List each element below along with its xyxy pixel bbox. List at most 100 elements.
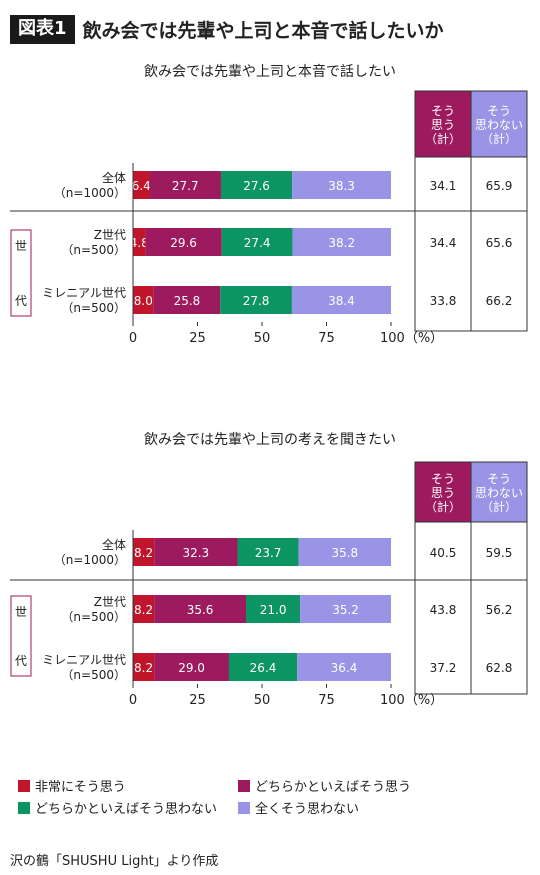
legend-item: どちらかといえばそう思う bbox=[238, 776, 411, 795]
bar-segment bbox=[221, 228, 293, 256]
generation-group-label: 世代 bbox=[15, 239, 27, 308]
bar-segment bbox=[291, 286, 391, 314]
table-cell: 40.5 bbox=[430, 546, 457, 560]
x-tick-label: 75 bbox=[318, 693, 335, 708]
table-cell: 65.9 bbox=[486, 179, 513, 193]
bar-segment bbox=[133, 595, 155, 623]
x-tick-label: 0 bbox=[129, 693, 137, 708]
bar-segment bbox=[154, 653, 229, 681]
legend-item: 非常にそう思う bbox=[18, 776, 126, 795]
bar-value-label: 27.7 bbox=[172, 179, 199, 193]
category-label: 全体（n=1000） bbox=[54, 537, 126, 567]
bar-value-label: 6.4 bbox=[132, 179, 151, 193]
bar-value-label: 27.4 bbox=[244, 236, 271, 250]
table-header-label: そう思う（計） bbox=[425, 472, 461, 514]
bar-segment bbox=[133, 286, 154, 314]
bar-segment bbox=[228, 653, 298, 681]
table-header-label: そう思わない（計） bbox=[475, 472, 523, 514]
x-tick-label: 50 bbox=[254, 693, 271, 708]
figure-title: 飲み会では先輩や上司と本音で話したいか bbox=[82, 19, 444, 42]
bar-segment bbox=[292, 228, 391, 256]
bar-segment bbox=[154, 595, 247, 623]
table-header-box bbox=[415, 91, 471, 157]
bar-segment bbox=[133, 228, 146, 256]
table-header-box bbox=[415, 462, 471, 522]
legend-item: 全くそう思わない bbox=[238, 798, 359, 817]
legend-swatch bbox=[238, 801, 250, 814]
category-label: Z世代（n=500） bbox=[61, 595, 126, 624]
table-cell: 43.8 bbox=[430, 603, 457, 617]
bar-segment bbox=[133, 653, 155, 681]
bar-segment bbox=[154, 538, 238, 566]
legend-label: どちらかといえばそう思わない bbox=[35, 802, 218, 817]
legend-swatch bbox=[18, 779, 30, 792]
bar-segment bbox=[237, 538, 299, 566]
bar-segment bbox=[300, 595, 391, 623]
bar-value-label: 26.4 bbox=[250, 661, 277, 675]
x-tick-label: 25 bbox=[189, 693, 206, 708]
table-cell: 37.2 bbox=[430, 661, 457, 675]
bar-value-label: 8.2 bbox=[134, 603, 153, 617]
x-tick-label: 75 bbox=[318, 331, 335, 346]
table-cell: 33.8 bbox=[430, 294, 457, 308]
bar-value-label: 35.6 bbox=[187, 603, 214, 617]
figure-header: 図表1 飲み会では先輩や上司と本音で話したいか bbox=[10, 14, 444, 44]
bar-value-label: 8.2 bbox=[134, 661, 153, 675]
legend-item: どちらかといえばそう思わない bbox=[18, 798, 217, 817]
legend-swatch bbox=[18, 801, 30, 814]
table-cell: 34.1 bbox=[430, 179, 457, 193]
bar-value-label: 27.8 bbox=[243, 294, 270, 308]
table-header-box bbox=[471, 462, 527, 522]
bar-value-label: 8.2 bbox=[134, 546, 153, 560]
bar-segment bbox=[145, 228, 222, 256]
bar-segment bbox=[153, 286, 221, 314]
bar-value-label: 38.2 bbox=[328, 236, 355, 250]
source-note: 沢の鶴「SHUSHU Light」より作成 bbox=[10, 854, 219, 869]
bar-value-label: 8.0 bbox=[134, 294, 153, 308]
bar-segment bbox=[133, 538, 155, 566]
bar-value-label: 36.4 bbox=[331, 661, 358, 675]
bar-value-label: 29.0 bbox=[178, 661, 205, 675]
bar-value-label: 29.6 bbox=[170, 236, 197, 250]
table-cell: 66.2 bbox=[486, 294, 513, 308]
legend-label: 全くそう思わない bbox=[255, 802, 360, 817]
bar-segment bbox=[246, 595, 301, 623]
table-header-label: そう思う（計） bbox=[425, 104, 461, 146]
bar-segment bbox=[297, 653, 391, 681]
x-tick-label: 100（%） bbox=[380, 693, 443, 708]
x-tick-label: 0 bbox=[129, 331, 137, 346]
bar-value-label: 25.8 bbox=[174, 294, 201, 308]
bar-value-label: 38.4 bbox=[328, 294, 355, 308]
x-tick-label: 100（%） bbox=[380, 331, 443, 346]
bar-value-label: 4.8 bbox=[130, 236, 149, 250]
table-cell: 56.2 bbox=[486, 603, 513, 617]
bar-value-label: 32.3 bbox=[182, 546, 209, 560]
generation-group-box bbox=[10, 229, 32, 317]
category-label: ミレニアル世代（n=500） bbox=[42, 653, 126, 682]
figure-badge: 図表1 bbox=[10, 14, 75, 44]
bar-value-label: 35.8 bbox=[331, 546, 358, 560]
bar-segment bbox=[149, 171, 221, 199]
category-label: 全体（n=1000） bbox=[54, 170, 126, 200]
table-cell: 34.4 bbox=[430, 236, 457, 250]
category-label: Z世代（n=500） bbox=[61, 228, 126, 257]
bar-value-label: 23.7 bbox=[255, 546, 282, 560]
table-header-label: そう思わない（計） bbox=[475, 104, 523, 146]
bar-segment bbox=[292, 171, 391, 199]
chart-title: 飲み会では先輩や上司の考えを聞きたい bbox=[144, 432, 396, 448]
bar-value-label: 38.3 bbox=[328, 179, 355, 193]
bar-value-label: 21.0 bbox=[260, 603, 287, 617]
legend-swatch bbox=[238, 779, 250, 792]
bar-value-label: 35.2 bbox=[332, 603, 359, 617]
bar-segment bbox=[220, 171, 293, 199]
bar-segment bbox=[298, 538, 391, 566]
bar-segment bbox=[133, 171, 150, 199]
category-label: ミレニアル世代（n=500） bbox=[42, 286, 126, 315]
generation-group-label: 世代 bbox=[15, 605, 27, 668]
chart-title: 飲み会では先輩や上司と本音で話したい bbox=[144, 63, 396, 80]
table-cell: 59.5 bbox=[486, 546, 513, 560]
bar-segment bbox=[220, 286, 292, 314]
generation-group-box bbox=[10, 595, 32, 677]
bar-value-label: 27.6 bbox=[243, 179, 270, 193]
